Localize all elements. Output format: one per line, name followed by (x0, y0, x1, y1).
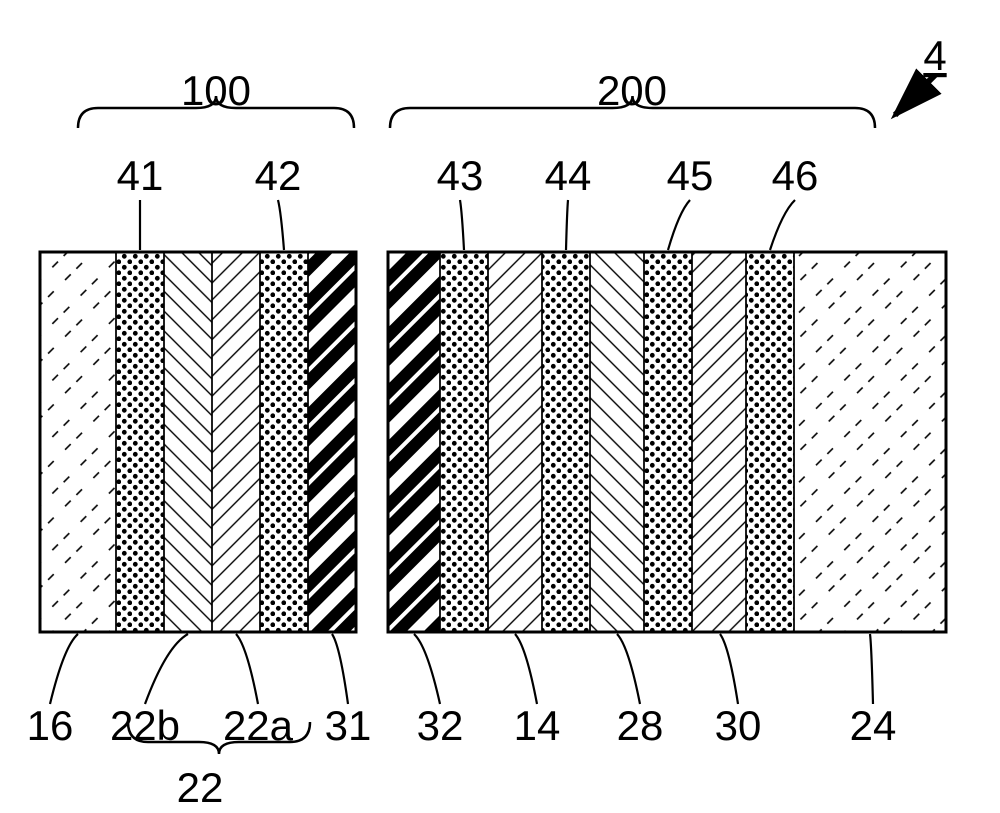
bottom-label-28: 28 (617, 702, 664, 749)
layer-41 (116, 252, 164, 632)
layer-46 (746, 252, 794, 632)
layer-16 (40, 252, 116, 632)
figure-number-label: 4 (923, 32, 946, 79)
layer-22a (212, 252, 260, 632)
layer-24 (794, 252, 946, 632)
top-label-46: 46 (772, 152, 819, 199)
bottom-label-30: 30 (715, 702, 762, 749)
layer-30 (692, 252, 746, 632)
layer-44 (542, 252, 590, 632)
layer-45 (644, 252, 692, 632)
bottom-label-14: 14 (514, 702, 561, 749)
figure-arrow (895, 75, 935, 115)
top-label-45: 45 (667, 152, 714, 199)
top-label-41: 41 (117, 152, 164, 199)
sub-group-label-22: 22 (177, 764, 224, 811)
layer-43 (440, 252, 488, 632)
top-label-43: 43 (437, 152, 484, 199)
layer-22b (164, 252, 212, 632)
top-label-44: 44 (545, 152, 592, 199)
layer-28 (590, 252, 644, 632)
layer-32 (388, 252, 440, 632)
bottom-label-31: 31 (325, 702, 372, 749)
layer-42 (260, 252, 308, 632)
diagram-svg: 1002004142434445461622b22a31321428302422… (0, 0, 1000, 813)
layer-14 (488, 252, 542, 632)
bottom-label-16: 16 (27, 702, 74, 749)
bottom-label-24: 24 (850, 702, 897, 749)
layer-31 (308, 252, 356, 632)
top-label-42: 42 (255, 152, 302, 199)
bottom-label-32: 32 (417, 702, 464, 749)
